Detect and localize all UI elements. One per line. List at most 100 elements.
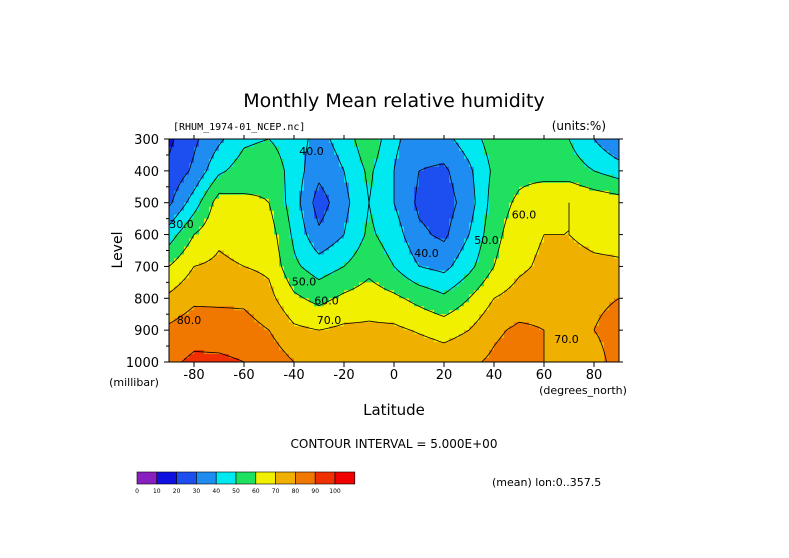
field-cell	[374, 178, 380, 184]
field-cell	[524, 242, 530, 247]
field-cell	[204, 338, 210, 343]
field-cell	[244, 334, 250, 339]
field-cell	[299, 270, 305, 275]
field-cell	[384, 242, 390, 247]
field-cell	[274, 258, 280, 263]
field-cell	[389, 254, 395, 259]
field-cell	[579, 154, 585, 160]
field-cell	[309, 254, 315, 259]
field-cell	[289, 330, 295, 335]
field-cell	[204, 162, 210, 168]
field-cell	[324, 262, 330, 267]
field-cell	[489, 150, 495, 156]
field-cell	[284, 202, 290, 208]
field-cell	[359, 230, 365, 235]
field-cell	[519, 286, 525, 291]
field-cell	[459, 174, 465, 180]
field-cell	[409, 322, 415, 327]
field-cell	[534, 318, 540, 323]
field-cell	[344, 278, 350, 283]
field-cell	[434, 214, 440, 220]
field-cell	[354, 190, 360, 196]
field-cell	[409, 186, 415, 192]
field-cell	[204, 250, 210, 255]
field-cell	[394, 186, 400, 192]
field-cell	[584, 330, 590, 335]
field-cell	[414, 174, 420, 180]
field-cell	[189, 234, 195, 239]
field-cell	[294, 294, 300, 299]
field-cell	[439, 270, 445, 275]
field-cell	[514, 226, 520, 231]
field-cell	[364, 234, 370, 239]
field-cell	[584, 350, 590, 355]
field-cell	[499, 226, 505, 231]
field-cell	[594, 198, 600, 204]
field-cell	[454, 222, 460, 228]
field-cell	[494, 139, 500, 144]
field-cell	[504, 139, 510, 144]
field-cell	[519, 334, 525, 339]
field-cell	[354, 306, 360, 311]
field-cell	[189, 178, 195, 184]
field-cell	[339, 262, 345, 267]
field-cell	[339, 306, 345, 311]
field-cell	[359, 286, 365, 291]
field-cell	[544, 350, 550, 355]
field-cell	[574, 258, 580, 263]
field-cell	[169, 306, 175, 311]
field-cell	[609, 302, 615, 307]
field-cell	[534, 354, 540, 359]
field-cell	[389, 150, 395, 156]
field-cell	[274, 242, 280, 247]
field-cell	[289, 178, 295, 184]
field-cell	[329, 250, 335, 255]
field-cell	[554, 158, 560, 164]
field-cell	[284, 334, 290, 339]
field-cell	[394, 306, 400, 311]
field-cell	[299, 306, 305, 311]
field-cell	[569, 139, 575, 144]
field-cell	[509, 210, 515, 216]
field-cell	[414, 234, 420, 239]
field-cell	[364, 290, 370, 295]
field-cell	[544, 210, 550, 216]
field-cell	[169, 226, 175, 231]
field-cell	[514, 350, 520, 355]
field-cell	[474, 210, 480, 216]
field-cell	[604, 210, 610, 216]
field-cell	[514, 142, 520, 148]
field-cell	[449, 182, 455, 188]
field-cell	[359, 250, 365, 255]
field-cell	[559, 250, 565, 255]
field-cell	[399, 174, 405, 180]
field-cell	[479, 354, 485, 359]
field-cell	[544, 266, 550, 271]
field-cell	[474, 178, 480, 184]
field-cell	[534, 170, 540, 176]
field-cell	[424, 142, 430, 148]
field-cell	[329, 342, 335, 347]
field-cell	[549, 326, 555, 331]
field-cell	[504, 190, 510, 196]
field-cell	[289, 282, 295, 287]
field-cell	[174, 206, 180, 212]
field-cell	[549, 150, 555, 156]
field-cell	[584, 250, 590, 255]
field-cell	[579, 298, 585, 303]
field-cell	[239, 330, 245, 335]
field-cell	[274, 282, 280, 287]
field-cell	[214, 258, 220, 263]
field-cell	[444, 342, 450, 347]
plot-area: 30.040.050.060.070.080.040.050.060.070.0	[168, 138, 620, 363]
field-cell	[604, 262, 610, 267]
field-cell	[364, 170, 370, 176]
field-cell	[279, 226, 285, 231]
field-cell	[444, 346, 450, 351]
field-cell	[429, 198, 435, 204]
field-cell	[474, 286, 480, 291]
field-cell	[524, 186, 530, 192]
field-cell	[349, 142, 355, 148]
field-cell	[229, 314, 235, 319]
field-cell	[304, 246, 310, 251]
